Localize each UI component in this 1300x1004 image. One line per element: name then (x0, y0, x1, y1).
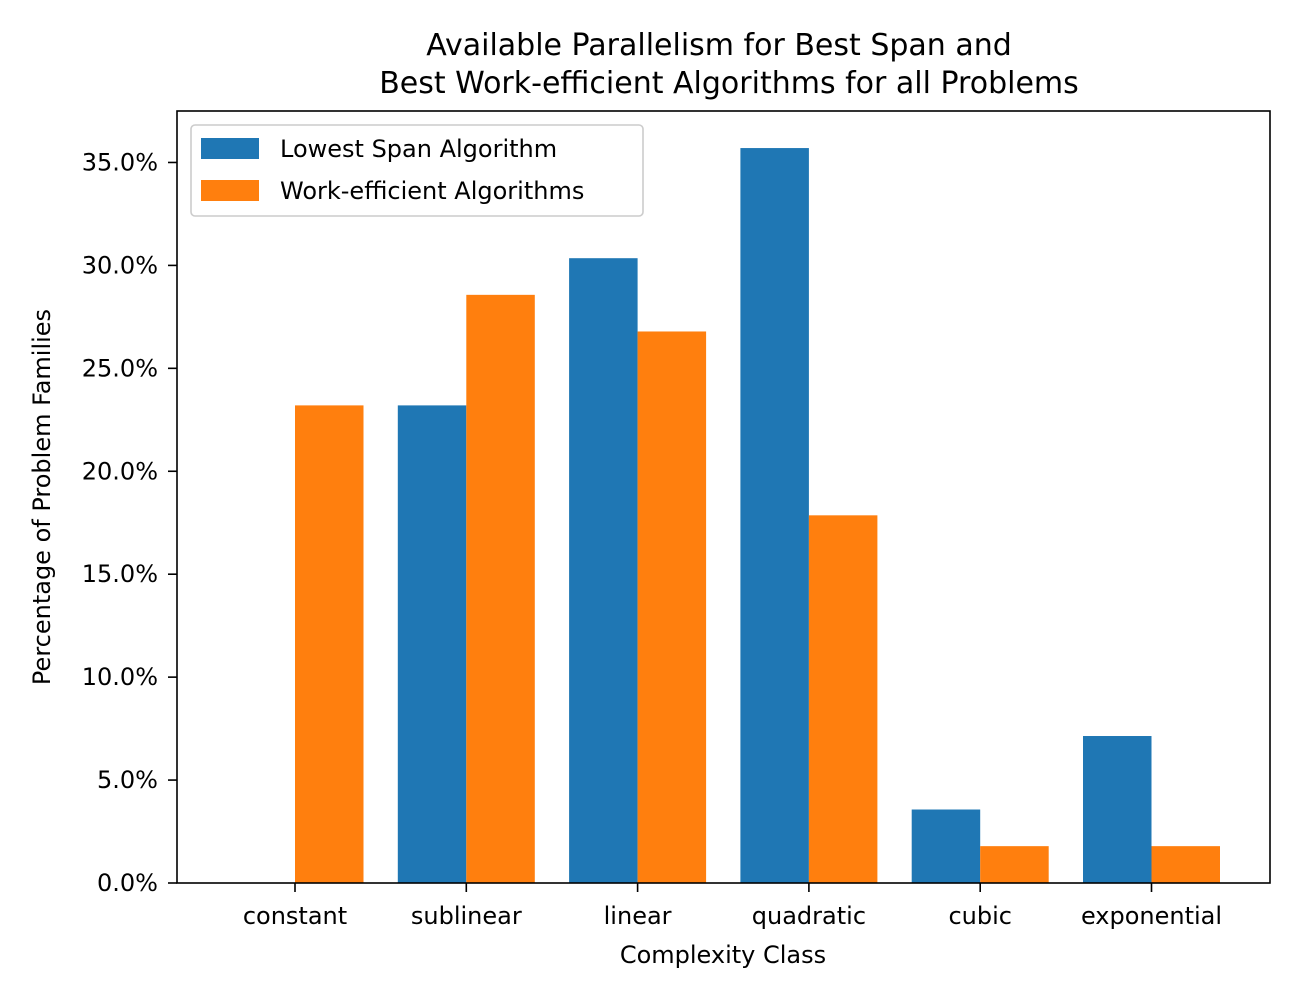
x-axis-label: Complexity Class (620, 941, 826, 969)
x-tick-label-linear: linear (604, 902, 672, 930)
x-tick-label-constant: constant (243, 902, 347, 930)
bar-exponential-series-2 (1151, 846, 1220, 883)
x-tick-label-sublinear: sublinear (411, 902, 522, 930)
y-tick-label: 25.0% (82, 354, 158, 382)
legend-label-series-2: Work-efficient Algorithms (280, 177, 584, 205)
legend-label-series-1: Lowest Span Algorithm (280, 135, 557, 163)
y-tick-label: 5.0% (97, 766, 158, 794)
legend-swatch-series-1 (201, 138, 259, 159)
bar-linear-series-1 (569, 258, 638, 883)
bar-quadratic-series-2 (808, 515, 878, 883)
y-tick-label: 0.0% (97, 869, 158, 897)
bar-sublinear-series-1 (397, 405, 467, 883)
bar-sublinear-series-2 (466, 294, 535, 883)
chart-subtitle: Best Work-efficient Algorithms for all P… (379, 66, 1079, 101)
y-tick-label: 10.0% (82, 663, 158, 691)
plot-frame (176, 110, 1271, 884)
bars-layer (295, 148, 1220, 884)
bar-constant-series-2 (295, 405, 364, 883)
bar-quadratic-series-1 (740, 148, 809, 883)
legend-box (190, 124, 644, 217)
x-tick-label-quadratic: quadratic (752, 902, 866, 930)
y-axis-label: Percentage of Problem Families (28, 309, 56, 685)
chart-title: Available Parallelism for Best Span and (426, 28, 1012, 63)
bar-cubic-series-2 (980, 846, 1049, 883)
bar-exponential-series-1 (1083, 736, 1152, 883)
x-tick-label-exponential: exponential (1081, 902, 1222, 930)
y-tick-label: 30.0% (82, 251, 158, 279)
bar-cubic-series-1 (911, 809, 981, 883)
y-tick-label: 35.0% (82, 148, 158, 176)
legend-swatch-series-2 (201, 180, 259, 201)
y-tick-label: 20.0% (82, 457, 158, 485)
x-tick-label-cubic: cubic (948, 902, 1012, 930)
legend: Lowest Span Algorithm Work-efficient Algo… (190, 124, 644, 217)
axes-layer: 0.0% 5.0% 10.0% 15.0% 20.0% 25.0% 30.0% 35.0% co… (82, 110, 1271, 930)
y-tick-label: 15.0% (82, 560, 158, 588)
bar-linear-series-2 (637, 331, 707, 884)
